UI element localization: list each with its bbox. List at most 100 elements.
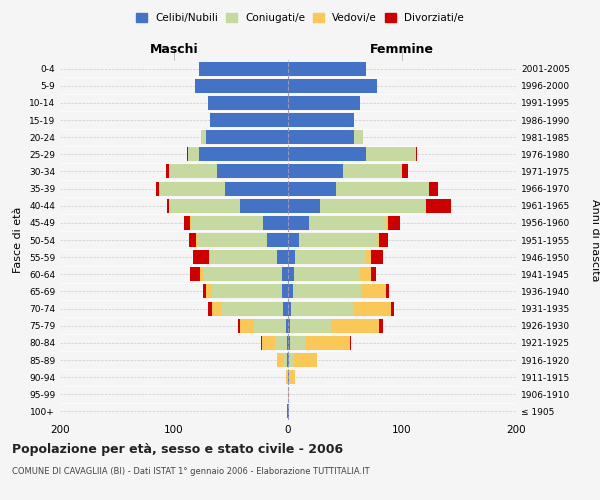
Bar: [386, 216, 388, 230]
Bar: [263, 216, 288, 230]
Bar: [290, 370, 295, 384]
Bar: [288, 216, 308, 230]
Bar: [354, 302, 391, 316]
Bar: [200, 268, 203, 281]
Bar: [159, 182, 226, 196]
Bar: [206, 284, 212, 298]
Bar: [283, 353, 287, 367]
Bar: [287, 370, 288, 384]
Bar: [371, 268, 376, 281]
Bar: [238, 318, 240, 332]
Bar: [226, 182, 288, 196]
Text: Femmine: Femmine: [370, 44, 434, 57]
Bar: [211, 113, 288, 127]
Bar: [388, 216, 400, 230]
Bar: [360, 268, 371, 281]
Bar: [379, 318, 383, 332]
Bar: [156, 182, 159, 196]
Bar: [288, 370, 289, 384]
Bar: [208, 302, 212, 316]
Bar: [209, 250, 211, 264]
Bar: [212, 302, 221, 316]
Bar: [277, 353, 283, 367]
Bar: [336, 182, 430, 196]
Bar: [287, 336, 288, 350]
Bar: [196, 233, 197, 247]
Bar: [288, 336, 290, 350]
Bar: [288, 130, 354, 144]
Bar: [365, 250, 371, 264]
Bar: [289, 370, 290, 384]
Bar: [288, 284, 293, 298]
Bar: [286, 318, 288, 332]
Bar: [306, 336, 350, 350]
Bar: [289, 353, 294, 367]
Bar: [288, 233, 299, 247]
Bar: [240, 318, 254, 332]
Bar: [391, 302, 394, 316]
Bar: [288, 148, 365, 162]
Bar: [287, 404, 288, 418]
Bar: [191, 216, 263, 230]
Bar: [426, 198, 451, 212]
Bar: [288, 388, 289, 402]
Bar: [386, 284, 389, 298]
Bar: [187, 148, 188, 162]
Bar: [292, 302, 354, 316]
Bar: [293, 284, 361, 298]
Bar: [199, 62, 288, 76]
Bar: [379, 233, 388, 247]
Bar: [190, 268, 200, 281]
Bar: [184, 216, 190, 230]
Bar: [288, 78, 377, 92]
Bar: [288, 113, 354, 127]
Bar: [288, 318, 290, 332]
Bar: [288, 268, 294, 281]
Bar: [288, 164, 343, 178]
Bar: [208, 96, 288, 110]
Text: Popolazione per età, sesso e stato civile - 2006: Popolazione per età, sesso e stato civil…: [12, 442, 343, 456]
Bar: [283, 284, 288, 298]
Bar: [193, 250, 209, 264]
Bar: [167, 198, 169, 212]
Bar: [288, 250, 295, 264]
Bar: [197, 233, 268, 247]
Bar: [295, 250, 365, 264]
Y-axis label: Anni di nascita: Anni di nascita: [590, 198, 599, 281]
Bar: [212, 284, 283, 298]
Bar: [190, 216, 191, 230]
Bar: [283, 268, 288, 281]
Bar: [221, 302, 283, 316]
Bar: [361, 284, 386, 298]
Bar: [288, 182, 336, 196]
Bar: [217, 164, 288, 178]
Bar: [288, 62, 365, 76]
Bar: [288, 353, 289, 367]
Bar: [194, 78, 288, 92]
Bar: [288, 404, 289, 418]
Bar: [202, 130, 206, 144]
Bar: [331, 318, 379, 332]
Bar: [254, 318, 286, 332]
Bar: [320, 198, 425, 212]
Bar: [365, 148, 416, 162]
Bar: [371, 250, 383, 264]
Bar: [287, 353, 288, 367]
Bar: [275, 336, 287, 350]
Bar: [290, 318, 331, 332]
Bar: [377, 233, 379, 247]
Bar: [211, 250, 277, 264]
Bar: [169, 198, 240, 212]
Bar: [206, 130, 288, 144]
Bar: [283, 302, 288, 316]
Bar: [354, 130, 363, 144]
Bar: [240, 198, 288, 212]
Bar: [416, 148, 417, 162]
Bar: [402, 164, 408, 178]
Bar: [288, 198, 320, 212]
Bar: [425, 198, 426, 212]
Text: COMUNE DI CAVAGLIIA (BI) - Dati ISTAT 1° gennaio 2006 - Elaborazione TUTTITALIA.: COMUNE DI CAVAGLIIA (BI) - Dati ISTAT 1°…: [12, 468, 370, 476]
Bar: [277, 250, 288, 264]
Bar: [294, 268, 360, 281]
Bar: [299, 233, 377, 247]
